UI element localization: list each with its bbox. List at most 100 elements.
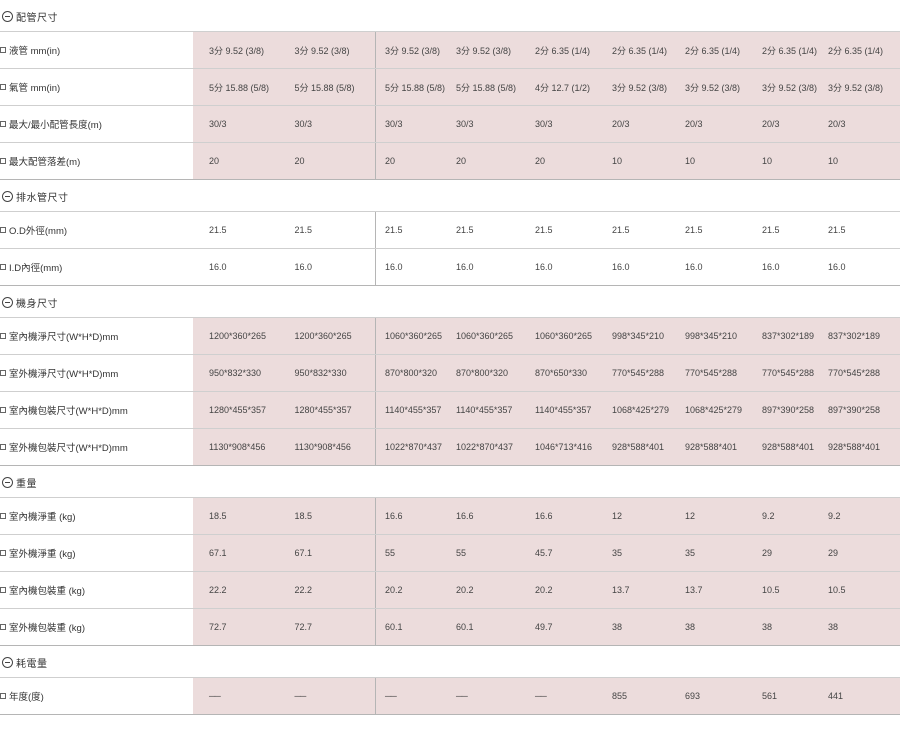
spec-row: 液管 mm(in) 3分 9.52 (3/8) 3分 9.52 (3/8) 3分 9.… [0,32,900,69]
collapse-minus-icon[interactable] [2,477,13,488]
collapse-minus-icon[interactable] [2,11,13,22]
row-label: 液管 mm(in) [0,32,193,68]
row-label-text: O.D外徑(mm) [9,226,68,237]
spec-value: ── [535,691,547,701]
spec-value: 3分 9.52 (3/8) [456,45,512,56]
spec-value: 16.6 [535,511,553,521]
spec-value: 770*545*288 [762,368,815,378]
model-group-a: 950*832*330 950*832*330 [193,355,376,391]
section-header[interactable]: 配管尺寸 [0,2,900,32]
row-checkbox[interactable] [0,264,6,270]
spec-value: 16.6 [385,511,403,521]
row-checkbox[interactable] [0,444,6,450]
row-checkbox[interactable] [0,158,6,164]
row-label: 室內機包裝重 (kg) [0,572,193,608]
row-checkbox[interactable] [0,333,6,339]
spec-value: 21.5 [209,225,227,235]
row-label-text: 室外機淨尺寸(W*H*D)mm [9,369,119,380]
spec-row: 室外機淨尺寸(W*H*D)mm 950*832*330 950*832*330 870… [0,355,900,392]
spec-value: 870*650*330 [535,368,588,378]
spec-value: 441 [828,691,844,701]
spec-value: 72.7 [209,622,227,632]
spec-value: 12 [685,511,696,521]
spec-value: 928*588*401 [612,442,665,452]
spec-value: 67.1 [294,548,313,558]
row-label-text: I.D內徑(mm) [9,263,63,274]
spec-value: 770*545*288 [685,368,738,378]
row-checkbox[interactable] [0,513,6,519]
row-checkbox[interactable] [0,624,6,630]
row-checkbox[interactable] [0,84,6,90]
spec-value: 13.7 [612,585,630,595]
spec-value: 870*800*320 [385,368,438,378]
spec-value: 1130*908*456 [294,442,351,452]
row-checkbox[interactable] [0,407,6,413]
spec-value: 837*302*189 [828,331,881,341]
spec-value: 18.5 [294,511,313,521]
spec-value: 16.0 [456,262,474,272]
spec-value: 3分 9.52 (3/8) [209,45,265,56]
spec-value: 16.0 [535,262,553,272]
spec-value: 29 [762,548,773,558]
section-header[interactable]: 耗電量 [0,648,900,678]
spec-value: 21.5 [535,225,553,235]
row-checkbox[interactable] [0,693,6,699]
spec-value: 928*588*401 [828,442,881,452]
row-label: 室內機包裝尺寸(W*H*D)mm [0,392,193,428]
row-checkbox[interactable] [0,370,6,376]
collapse-minus-icon[interactable] [2,191,13,202]
spec-value: 928*588*401 [762,442,815,452]
spec-value: 3分 9.52 (3/8) [828,82,884,93]
model-group-b: ── ── ── 855 693 561 441 [376,678,900,714]
model-group-a: 1130*908*456 1130*908*456 [193,429,376,465]
row-checkbox[interactable] [0,227,6,233]
spec-value: 16.6 [456,511,474,521]
spec-value: 9.2 [828,511,841,521]
spec-value: 9.2 [762,511,775,521]
row-label: 室外機包裝尺寸(W*H*D)mm [0,429,193,465]
spec-value: 1200*360*265 [209,331,267,341]
collapse-minus-icon[interactable] [2,297,13,308]
spec-value: 837*302*189 [762,331,815,341]
spec-value: 38 [828,622,839,632]
spec-value: 20 [456,156,467,166]
spec-value: 16.0 [685,262,703,272]
section-header[interactable]: 機身尺寸 [0,288,900,318]
row-label: 室內機淨尺寸(W*H*D)mm [0,318,193,354]
row-label-text: 最大配管落差(m) [9,157,81,168]
spec-value: 35 [685,548,696,558]
spec-value: 16.0 [762,262,780,272]
row-checkbox[interactable] [0,550,6,556]
row-label: 年度(度) [0,678,193,714]
spec-value: 1060*360*265 [385,331,443,341]
section-header[interactable]: 排水管尺寸 [0,182,900,212]
row-checkbox[interactable] [0,121,6,127]
spec-value: 16.0 [209,262,227,272]
model-group-b: 1140*455*357 1140*455*357 1140*455*357 1068… [376,392,900,428]
section-title: 排水管尺寸 [16,193,69,204]
row-label-text: 室內機包裝重 (kg) [9,586,86,597]
spec-value: 16.0 [385,262,403,272]
row-label: 氣管 mm(in) [0,69,193,105]
spec-value: 855 [612,691,628,701]
spec-value: 2分 6.35 (1/4) [762,45,818,56]
spec-value: 20 [294,156,305,166]
spec-value: 1046*713*416 [535,442,593,452]
spec-value: 1140*455*357 [385,405,442,415]
spec-value: 38 [762,622,773,632]
spec-value: 2分 6.35 (1/4) [828,45,884,56]
spec-value: 20 [209,156,220,166]
section-title: 機身尺寸 [16,299,58,310]
spec-value: ── [294,691,307,701]
row-label-text: 氣管 mm(in) [9,83,61,94]
collapse-minus-icon[interactable] [2,657,13,668]
section-header[interactable]: 重量 [0,468,900,498]
spec-value: 561 [762,691,778,701]
spec-value: 1022*870*437 [385,442,443,452]
spec-value: 21.5 [612,225,630,235]
model-group-b: 30/3 30/3 30/3 20/3 20/3 20/3 20/3 [376,106,900,142]
spec-value: 4分 12.7 (1/2) [535,82,591,93]
row-checkbox[interactable] [0,47,6,53]
spec-row: 室內機包裝尺寸(W*H*D)mm 1280*455*357 1280*455*357… [0,392,900,429]
row-checkbox[interactable] [0,587,6,593]
